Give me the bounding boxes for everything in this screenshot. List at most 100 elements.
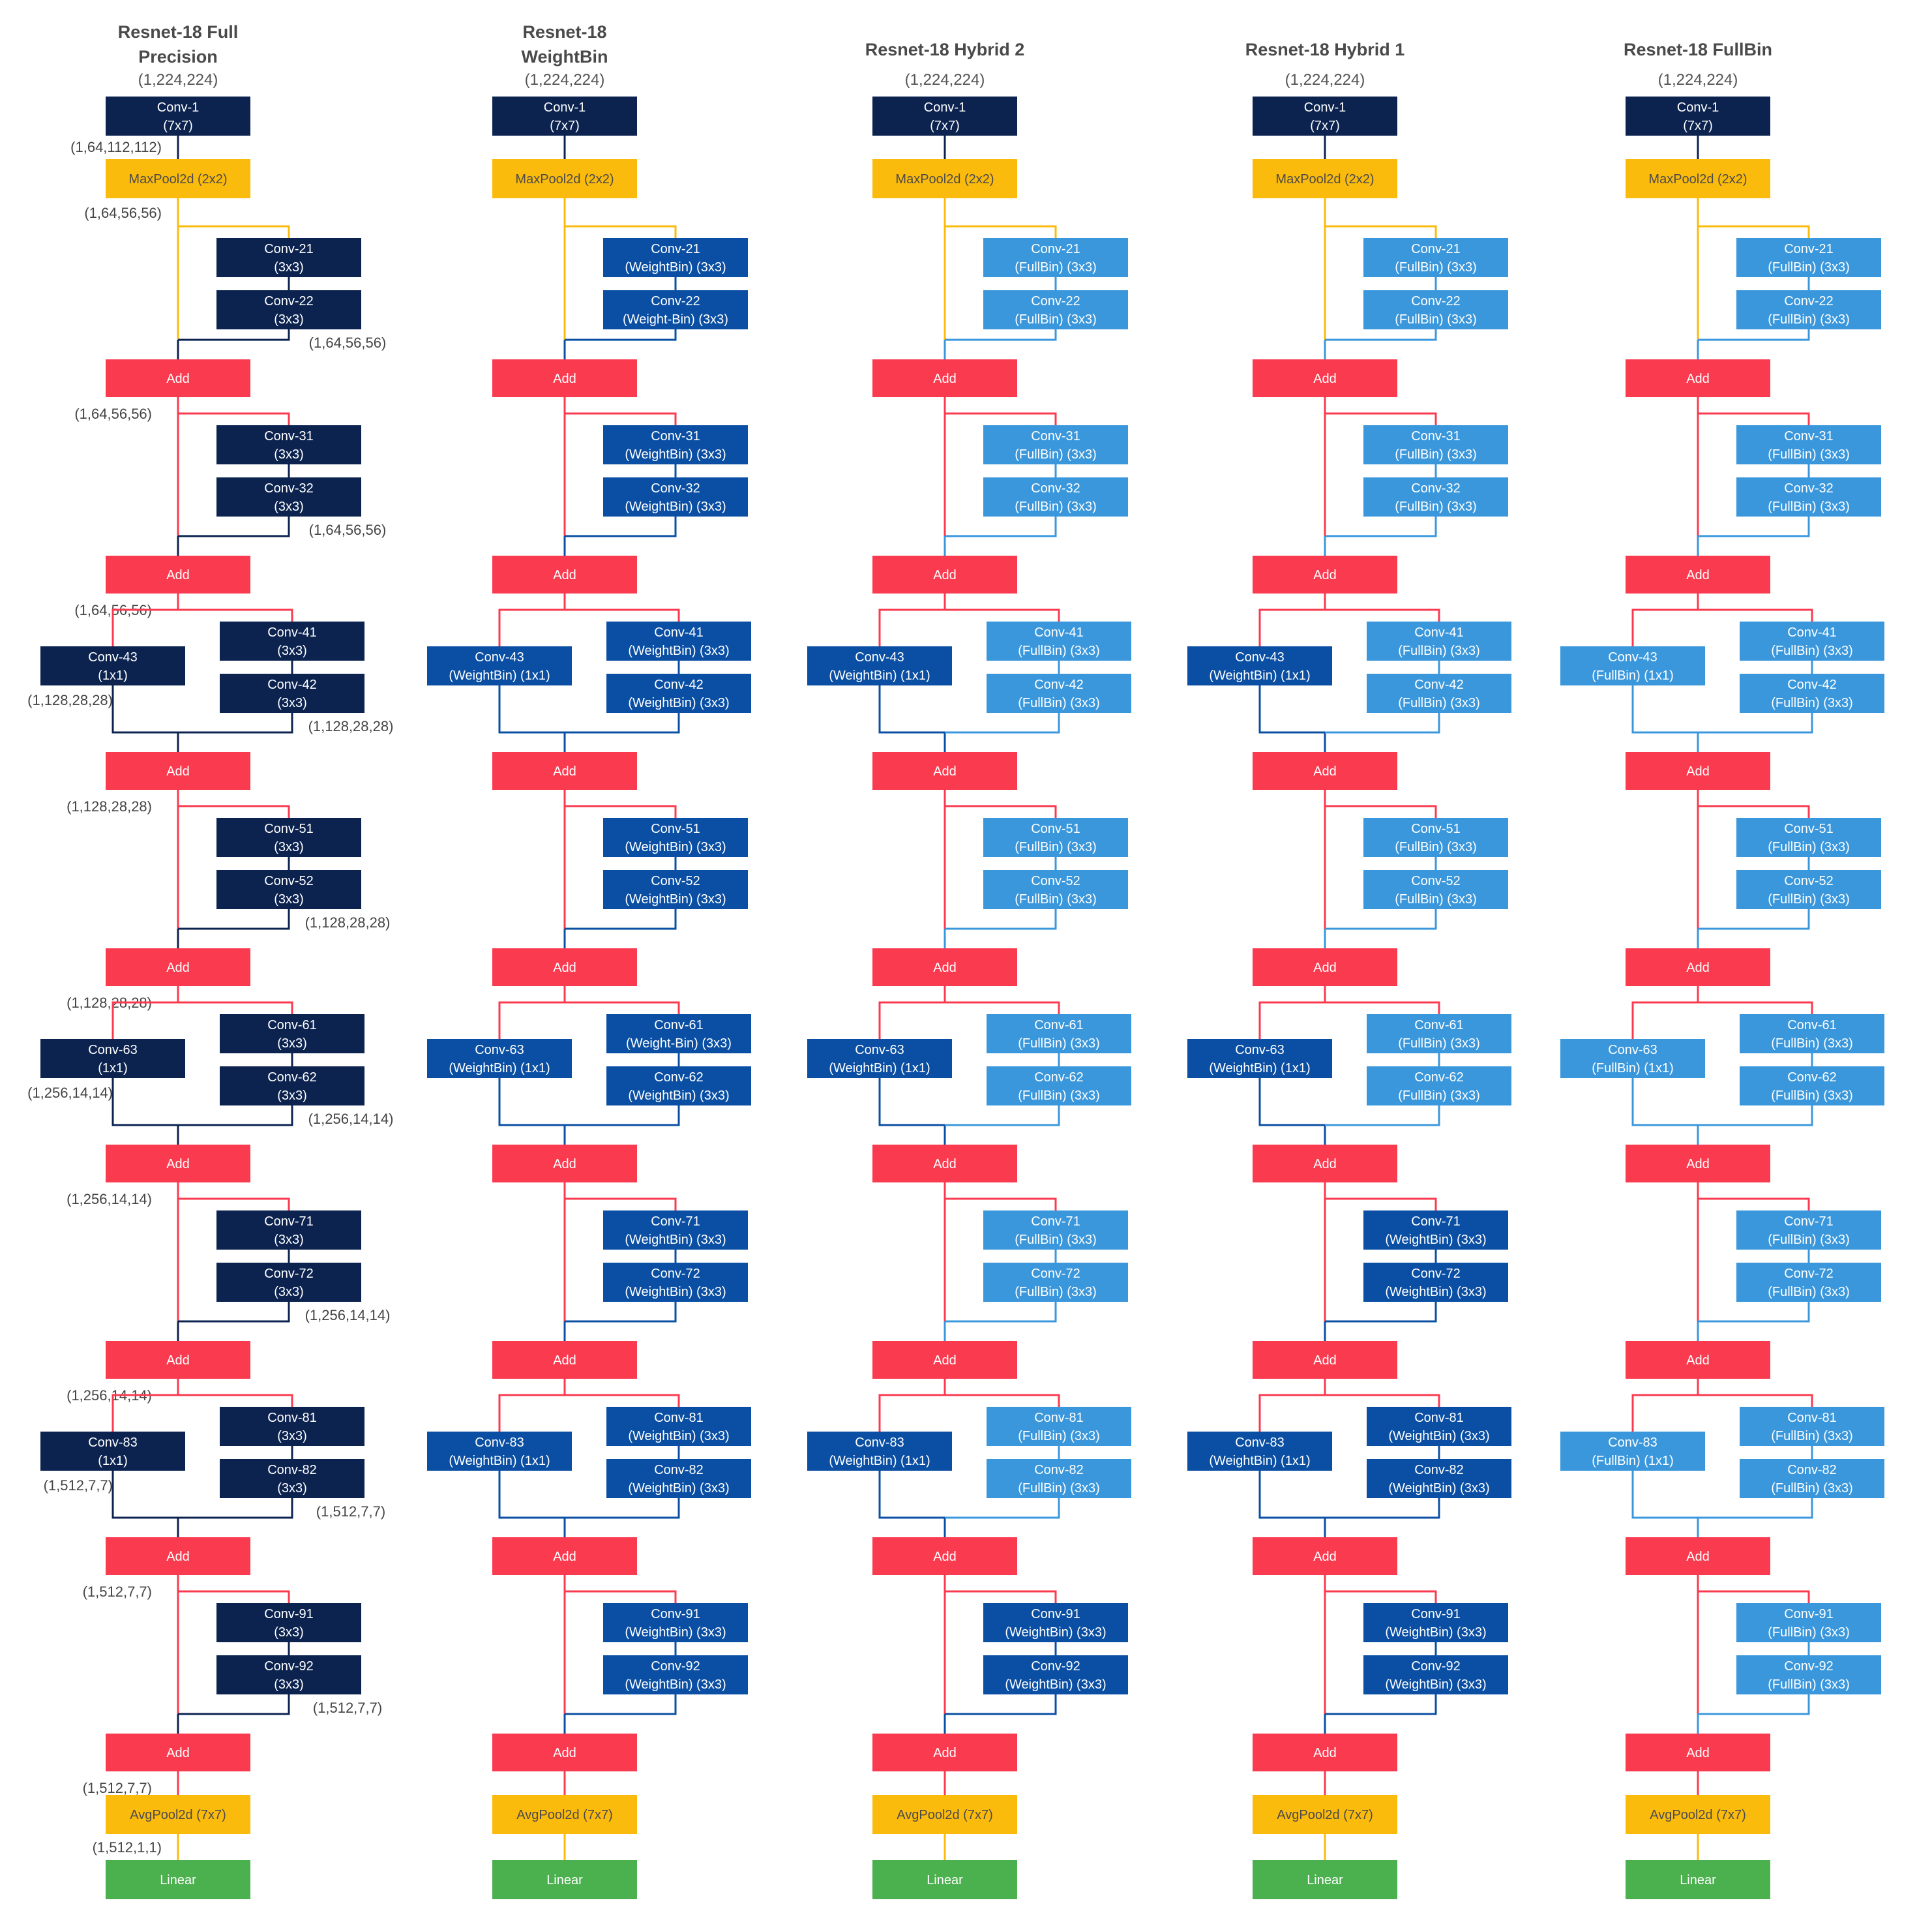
column-2-block-8-conv-b-label: (WeightBin) (3x3)	[628, 1481, 729, 1496]
column-4-maxpool-label: MaxPool2d (2x2)	[1275, 172, 1374, 187]
column-3-conv1: Conv-1 (7x7)	[872, 97, 1017, 136]
column-5-conv1-label: (7x7)	[1683, 119, 1713, 133]
column-5-block-5-conv-b-rect	[1736, 870, 1881, 909]
column-1-avgpool-out-shape: (1,512,1,1)	[93, 1839, 162, 1856]
column-1-block-4-shortcut-conv: Conv-43 (1x1)	[40, 646, 185, 685]
column-1-block-2-conv-a: Conv-21 (3x3)	[216, 238, 361, 277]
column-2-block-4-add-label: Add	[553, 764, 576, 779]
column-3-block-9-branch-edge	[945, 1590, 1057, 1603]
column-3-block-6-skip-edge	[878, 986, 946, 1039]
column-1-block-4-add: Add	[106, 752, 250, 790]
column-2-conv1-rect	[492, 97, 637, 136]
column-5-block-8-shortcut-conv-label: (FullBin) (1x1)	[1592, 1454, 1674, 1468]
column-5-block-7-conv-a-label: Conv-71	[1784, 1214, 1834, 1229]
column-2-block-3-add-label: Add	[553, 568, 576, 582]
column-1-block-5-add: Add	[106, 948, 250, 986]
column-4-block-2-conv-a: Conv-21 (FullBin) (3x3)	[1363, 238, 1508, 277]
column-5-block-9-conv-b-label: (FullBin) (3x3)	[1768, 1677, 1850, 1692]
column-5-block-5-add: Add	[1626, 948, 1770, 986]
column-4-block-2-conv-a-rect	[1363, 238, 1508, 277]
column-1-block-3-conv-a-label: (3x3)	[274, 447, 304, 462]
column-5-block-6-merge-edge	[1698, 1105, 1813, 1126]
column-1-title: Resnet-18 Full	[118, 22, 239, 42]
column-2-block-8-shortcut-conv-rect	[427, 1432, 572, 1471]
column-1-block-4-conv-a-rect	[220, 622, 364, 661]
column-4-block-7-add: Add	[1253, 1341, 1397, 1379]
column-4-block-9-conv-a-rect	[1363, 1603, 1508, 1642]
column-5-block-5-conv-a-label: (FullBin) (3x3)	[1768, 840, 1850, 854]
column-2-block-6-conv-b: Conv-62 (WeightBin) (3x3)	[606, 1066, 751, 1105]
column-1-block-6-skip-merge	[111, 1078, 179, 1145]
column-1-block-2-merge-edge	[178, 329, 290, 341]
column-2-title: WeightBin	[522, 47, 608, 67]
column-3-block-9-merge-edge	[945, 1694, 1057, 1715]
column-3-block-8-shortcut-conv-label: Conv-83	[855, 1435, 904, 1450]
column-5-block-6-shortcut-conv-label: (FullBin) (1x1)	[1592, 1061, 1674, 1075]
column-3-block-2-conv-a-label: Conv-21	[1031, 242, 1080, 256]
column-4-block-4-conv-a-label: (FullBin) (3x3)	[1398, 644, 1480, 658]
column-4-block-8-merge-edge	[1325, 1498, 1440, 1519]
column-3-block-6-skip-merge	[878, 1078, 946, 1145]
column-4-block-8-shortcut-conv-rect	[1187, 1432, 1332, 1471]
column-5-linear-label: Linear	[1680, 1873, 1716, 1887]
column-4-block-7-conv-a-rect	[1363, 1210, 1508, 1250]
column-3-block-7-conv-b: Conv-72 (FullBin) (3x3)	[983, 1263, 1128, 1302]
column-1-block-6-conv-b-label: Conv-62	[267, 1070, 317, 1085]
column-1-block-9-conv-b-rect	[216, 1655, 361, 1694]
column-3-conv1-label: (7x7)	[930, 119, 960, 133]
column-3-block-4-add-rect	[872, 752, 1017, 790]
column-2-block-6-conv-b-label: Conv-62	[654, 1070, 704, 1085]
column-5-block-5-conv-b-label: (FullBin) (3x3)	[1768, 892, 1850, 907]
column-4-block-6-add: Add	[1253, 1145, 1397, 1182]
column-2-block-5-add-label: Add	[553, 961, 576, 975]
column-5-block-8-shortcut-conv: Conv-83 (FullBin) (1x1)	[1560, 1432, 1705, 1471]
column-1-block-4-shortcut-conv-label: (1x1)	[98, 669, 128, 683]
column-3-block-2-conv-a-label: (FullBin) (3x3)	[1015, 260, 1097, 275]
column-3-block-7-conv-a-label: (FullBin) (3x3)	[1015, 1233, 1097, 1247]
column-2-block-2-conv-a-label: (WeightBin) (3x3)	[625, 260, 726, 275]
column-2-block-7-branch-edge	[565, 1197, 677, 1210]
column-2-block-5-conv-a-label: (WeightBin) (3x3)	[625, 840, 726, 854]
column-3-block-6-conv-a-label: Conv-61	[1034, 1018, 1084, 1032]
column-3-block-7-branch-edge	[945, 1197, 1057, 1210]
column-2-block-7-merge-edge	[565, 1302, 677, 1323]
column-3-avgpool-rect	[872, 1795, 1017, 1834]
column-5-block-9-conv-a-label: (FullBin) (3x3)	[1768, 1625, 1850, 1640]
column-1-block-4-conv-out-shape: (1,128,28,28)	[308, 718, 394, 734]
column-4-block-3-conv-a: Conv-31 (FullBin) (3x3)	[1363, 425, 1508, 464]
column-3-block-2-merge-edge	[945, 329, 1057, 341]
column-1-linear-rect	[106, 1860, 250, 1899]
column-1-block-3-conv-b: Conv-32 (3x3)	[216, 477, 361, 517]
column-4-block-2-add-rect	[1253, 359, 1397, 397]
column-1-block-8-conv-a-label: (3x3)	[277, 1429, 307, 1443]
column-2-block-5-add: Add	[492, 948, 637, 986]
column-1-block-3-conv-b-label: (3x3)	[274, 500, 304, 514]
column-1-block-5-conv-a-label: (3x3)	[274, 840, 304, 854]
column-2-block-4-conv-b-rect	[606, 674, 751, 713]
column-4-block-9-conv-b: Conv-92 (WeightBin) (3x3)	[1363, 1655, 1508, 1694]
column-2-block-7-add-rect	[492, 1341, 637, 1379]
column-5-block-3-branch-edge	[1698, 412, 1810, 425]
column-2-block-8-skip-edge	[498, 1379, 566, 1432]
column-2-block-6-shortcut-conv-rect	[427, 1039, 572, 1078]
column-3-block-7-conv-b-label: Conv-72	[1031, 1267, 1080, 1281]
column-2-conv1: Conv-1 (7x7)	[492, 97, 637, 136]
column-3-block-4-conv-b: Conv-42 (FullBin) (3x3)	[987, 674, 1131, 713]
column-5-block-8-conv-a-label: Conv-81	[1787, 1411, 1837, 1425]
column-2-block-2-merge-edge	[565, 329, 677, 341]
column-5-block-9-merge-edge	[1698, 1694, 1810, 1715]
column-4-block-8-add: Add	[1253, 1537, 1397, 1575]
column-3-block-4-conv-b-rect	[987, 674, 1131, 713]
column-3-block-7-merge-edge	[945, 1302, 1057, 1323]
column-2-block-2-conv-b-rect	[603, 290, 748, 329]
column-1-block-8-conv-b: Conv-82 (3x3)	[220, 1459, 364, 1498]
column-5-block-6-conv-a-label: Conv-61	[1787, 1018, 1837, 1032]
column-2-block-8-conv-b: Conv-82 (WeightBin) (3x3)	[606, 1459, 751, 1498]
column-5-block-8-conv-a: Conv-81 (FullBin) (3x3)	[1740, 1407, 1884, 1446]
column-4-block-4-merge-edge	[1325, 713, 1440, 734]
column-1-block-2-branch-edge	[178, 225, 290, 238]
column-3-block-2-branch-edge	[945, 225, 1057, 238]
column-2-block-4-conv-b-label: (WeightBin) (3x3)	[628, 696, 729, 710]
column-2-block-6-conv-a-label: (Weight-Bin) (3x3)	[626, 1036, 732, 1051]
